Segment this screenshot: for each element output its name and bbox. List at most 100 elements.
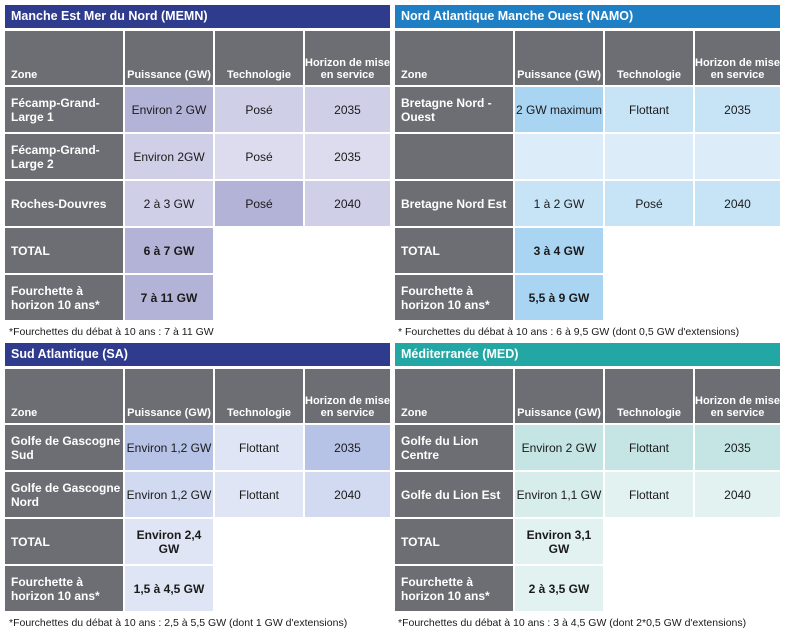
technologie-cell: Posé: [215, 134, 305, 181]
technologie-cell: Posé: [215, 87, 305, 134]
header-puissance: Puissance (GW): [125, 31, 215, 87]
header-puissance: Puissance (GW): [125, 369, 215, 425]
range-label: Fourchette à horizon 10 ans*: [395, 275, 515, 322]
zone-cell: Fécamp-Grand-Large 2: [5, 134, 125, 181]
horizon-cell: 2040: [695, 181, 780, 228]
horizon-cell: 2035: [305, 87, 390, 134]
empty-cell: [215, 275, 305, 322]
table-row: Golfe de Gascogne Nord Environ 1,2 GW Fl…: [5, 472, 390, 519]
technologie-cell: Flottant: [215, 472, 305, 519]
zone-cell: Golfe de Gascogne Nord: [5, 472, 125, 519]
header-puissance: Puissance (GW): [515, 369, 605, 425]
empty-cell: [605, 566, 695, 613]
puissance-cell: 1 à 2 GW: [515, 181, 605, 228]
panel-sa: Sud Atlantique (SA) Zone Puissance (GW) …: [5, 343, 390, 613]
horizon-cell: 2035: [695, 425, 780, 472]
puissance-cell: Environ 1,2 GW: [125, 425, 215, 472]
puissance-cell: Environ 2 GW: [125, 87, 215, 134]
header-technologie: Technologie: [605, 31, 695, 87]
table-namo: Zone Puissance (GW) Technologie Horizon …: [395, 31, 780, 322]
technologie-cell: Posé: [215, 181, 305, 228]
total-label: TOTAL: [395, 519, 515, 566]
total-label: TOTAL: [5, 228, 125, 275]
empty-cell: [695, 275, 780, 322]
total-row: TOTAL 3 à 4 GW: [395, 228, 780, 275]
puissance-cell: Environ 1,2 GW: [125, 472, 215, 519]
technologie-cell: Posé: [605, 181, 695, 228]
range-value: 2 à 3,5 GW: [515, 566, 605, 613]
puissance-cell: Environ 2GW: [125, 134, 215, 181]
zone-cell: Bretagne Nord Est: [395, 181, 515, 228]
header-horizon: Horizon de mise en service: [695, 369, 780, 425]
header-horizon: Horizon de mise en service: [305, 369, 390, 425]
footnote-memn: *Fourchettes du débat à 10 ans : 7 à 11 …: [9, 326, 214, 338]
technologie-cell: Flottant: [605, 87, 695, 134]
zone-cell: Golfe du Lion Est: [395, 472, 515, 519]
footnote-namo: * Fourchettes du débat à 10 ans : 6 à 9,…: [398, 326, 740, 338]
header-puissance: Puissance (GW): [515, 31, 605, 87]
total-value: Environ 3,1 GW: [515, 519, 605, 566]
technologie-cell: [605, 134, 695, 181]
table-sa: Zone Puissance (GW) Technologie Horizon …: [5, 369, 390, 613]
header-zone: Zone: [395, 369, 515, 425]
empty-cell: [215, 519, 305, 566]
table-row: Bretagne Nord Est 1 à 2 GW Posé 2040: [395, 181, 780, 228]
panel-title: Manche Est Mer du Nord (MEMN): [5, 5, 390, 28]
empty-cell: [695, 519, 780, 566]
header-horizon: Horizon de mise en service: [695, 31, 780, 87]
header-zone: Zone: [395, 31, 515, 87]
header-technologie: Technologie: [215, 31, 305, 87]
range-label: Fourchette à horizon 10 ans*: [5, 275, 125, 322]
empty-cell: [605, 228, 695, 275]
empty-cell: [695, 566, 780, 613]
range-row: Fourchette à horizon 10 ans* 2 à 3,5 GW: [395, 566, 780, 613]
total-row: TOTAL Environ 2,4 GW: [5, 519, 390, 566]
puissance-cell: Environ 1,1 GW: [515, 472, 605, 519]
range-value: 7 à 11 GW: [125, 275, 215, 322]
table-row: Golfe du Lion Centre Environ 2 GW Flotta…: [395, 425, 780, 472]
panel-med: Méditerranée (MED) Zone Puissance (GW) T…: [395, 343, 780, 613]
table-row: Golfe de Gascogne Sud Environ 1,2 GW Flo…: [5, 425, 390, 472]
total-row: TOTAL 6 à 7 GW: [5, 228, 390, 275]
empty-cell: [305, 228, 390, 275]
table-row: Fécamp-Grand-Large 2 Environ 2GW Posé 20…: [5, 134, 390, 181]
zone-cell: Golfe du Lion Centre: [395, 425, 515, 472]
range-value: 1,5 à 4,5 GW: [125, 566, 215, 613]
horizon-cell: 2040: [305, 472, 390, 519]
table-memn: Zone Puissance (GW) Technologie Horizon …: [5, 31, 390, 322]
total-label: TOTAL: [395, 228, 515, 275]
empty-cell: [605, 519, 695, 566]
horizon-cell: [695, 134, 780, 181]
zone-cell: Bretagne Nord - Ouest: [395, 87, 515, 134]
horizon-cell: 2035: [305, 134, 390, 181]
range-value: 5,5 à 9 GW: [515, 275, 605, 322]
total-value: 3 à 4 GW: [515, 228, 605, 275]
table-header: Zone Puissance (GW) Technologie Horizon …: [395, 369, 780, 425]
total-row: TOTAL Environ 3,1 GW: [395, 519, 780, 566]
range-row: Fourchette à horizon 10 ans* 1,5 à 4,5 G…: [5, 566, 390, 613]
header-horizon: Horizon de mise en service: [305, 31, 390, 87]
table-row: Roches-Douvres 2 à 3 GW Posé 2040: [5, 181, 390, 228]
panel-title: Sud Atlantique (SA): [5, 343, 390, 366]
table-row: [395, 134, 780, 181]
panel-namo: Nord Atlantique Manche Ouest (NAMO) Zone…: [395, 5, 780, 322]
puissance-cell: Environ 2 GW: [515, 425, 605, 472]
horizon-cell: 2035: [305, 425, 390, 472]
panel-title: Méditerranée (MED): [395, 343, 780, 366]
technologie-cell: Flottant: [605, 472, 695, 519]
empty-cell: [605, 275, 695, 322]
horizon-cell: 2040: [695, 472, 780, 519]
footnote-sa: *Fourchettes du débat à 10 ans : 2,5 à 5…: [9, 617, 348, 629]
panel-title: Nord Atlantique Manche Ouest (NAMO): [395, 5, 780, 28]
table-row: Bretagne Nord - Ouest 2 GW maximum Flott…: [395, 87, 780, 134]
puissance-cell: 2 GW maximum: [515, 87, 605, 134]
horizon-cell: 2040: [305, 181, 390, 228]
empty-cell: [305, 519, 390, 566]
empty-cell: [215, 566, 305, 613]
technologie-cell: Flottant: [215, 425, 305, 472]
zone-cell: Roches-Douvres: [5, 181, 125, 228]
panel-memn: Manche Est Mer du Nord (MEMN) Zone Puiss…: [5, 5, 390, 322]
range-label: Fourchette à horizon 10 ans*: [5, 566, 125, 613]
total-label: TOTAL: [5, 519, 125, 566]
zone-cell: [395, 134, 515, 181]
